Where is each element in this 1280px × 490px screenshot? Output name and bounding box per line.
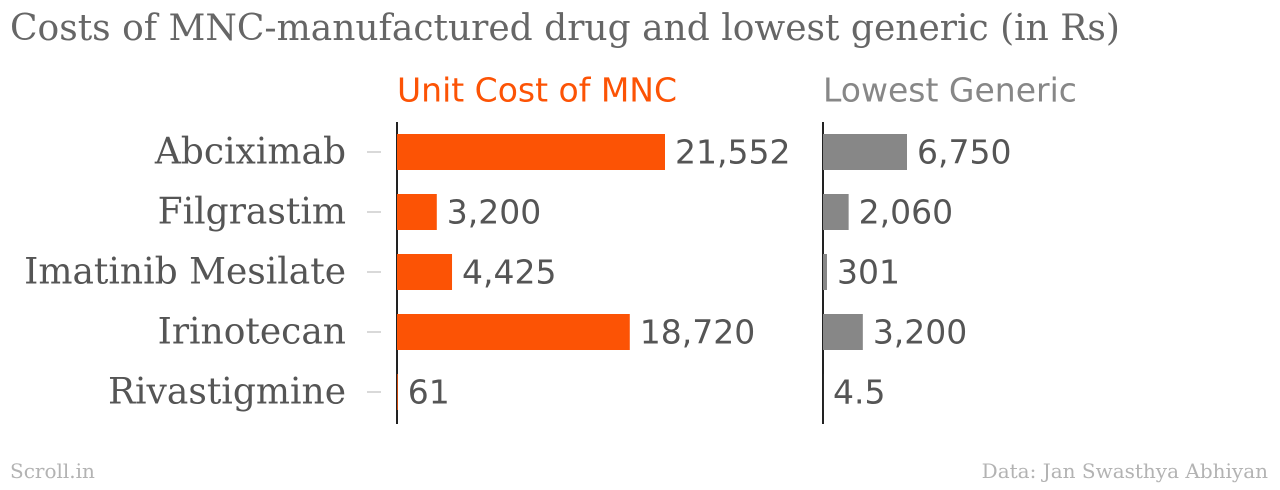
series-header-lowest-generic: Lowest Generic — [823, 71, 1077, 110]
category-label-irinotecan: Irinotecan — [158, 312, 346, 353]
value-label-unit-cost-of-mnc-abciximab: 21,552 — [675, 133, 790, 172]
bar-unit-cost-of-mnc-filgrastim — [397, 194, 437, 230]
value-label-lowest-generic-filgrastim: 2,060 — [859, 193, 953, 232]
value-label-lowest-generic-irinotecan: 3,200 — [873, 313, 967, 352]
value-label-lowest-generic-rivastigmine: 4.5 — [833, 373, 885, 412]
source-logo: Scroll.in — [10, 459, 95, 483]
data-source: Data: Jan Swasthya Abhiyan — [981, 459, 1268, 483]
bar-unit-cost-of-mnc-rivastigmine — [397, 374, 398, 410]
chart-title: Costs of MNC-manufactured drug and lowes… — [10, 8, 1120, 49]
value-label-lowest-generic-imatinib-mesilate: 301 — [837, 253, 900, 292]
category-label-abciximab: Abciximab — [154, 132, 346, 173]
bar-lowest-generic-filgrastim — [823, 194, 849, 230]
bar-lowest-generic-abciximab — [823, 134, 907, 170]
category-label-rivastigmine: Rivastigmine — [108, 372, 346, 413]
series-header-unit-cost-of-mnc: Unit Cost of MNC — [397, 71, 677, 110]
bar-unit-cost-of-mnc-imatinib-mesilate — [397, 254, 453, 290]
category-label-filgrastim: Filgrastim — [158, 192, 346, 233]
bar-unit-cost-of-mnc-irinotecan — [397, 314, 630, 350]
category-label-imatinib-mesilate: Imatinib Mesilate — [24, 252, 346, 293]
bar-lowest-generic-irinotecan — [823, 314, 863, 350]
value-label-unit-cost-of-mnc-rivastigmine: 61 — [408, 373, 450, 412]
bar-unit-cost-of-mnc-abciximab — [397, 134, 665, 170]
value-label-unit-cost-of-mnc-irinotecan: 18,720 — [640, 313, 755, 352]
value-label-unit-cost-of-mnc-imatinib-mesilate: 4,425 — [462, 253, 556, 292]
value-label-unit-cost-of-mnc-filgrastim: 3,200 — [447, 193, 541, 232]
bar-lowest-generic-imatinib-mesilate — [823, 254, 827, 290]
value-label-lowest-generic-abciximab: 6,750 — [917, 133, 1011, 172]
